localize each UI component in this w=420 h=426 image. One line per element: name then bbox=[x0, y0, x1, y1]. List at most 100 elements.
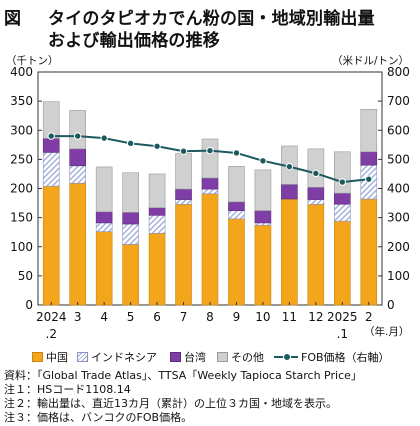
bar-taiwan bbox=[148, 207, 166, 216]
bar-others bbox=[201, 138, 219, 179]
bar-taiwan bbox=[281, 184, 298, 200]
bar-others bbox=[175, 153, 192, 190]
bar-china bbox=[334, 220, 351, 306]
bar-taiwan bbox=[69, 148, 86, 167]
bar-taiwan bbox=[360, 151, 378, 166]
fob-price-line bbox=[47, 132, 373, 186]
x-axis-tick-label: 2024 bbox=[36, 310, 67, 324]
x-axis-tick-label: 3 bbox=[74, 310, 82, 324]
bar-taiwan bbox=[122, 212, 139, 225]
right-axis: 0 100 200 300 400 500 600 700 800 bbox=[378, 65, 410, 312]
fob-point bbox=[47, 132, 55, 140]
legend-label-indonesia: インドネシア bbox=[91, 351, 157, 364]
fob-point bbox=[365, 175, 373, 183]
fob-point bbox=[126, 139, 135, 148]
right-axis-tick-label: 800 bbox=[387, 65, 410, 79]
right-axis-tick-label: 700 bbox=[387, 94, 410, 108]
bar-taiwan bbox=[254, 210, 272, 224]
right-axis-tick-label: 0 bbox=[387, 298, 395, 312]
legend-swatch-china bbox=[32, 352, 43, 362]
legend-item-fob: FOB価格（右軸） bbox=[274, 349, 390, 365]
fob-point bbox=[285, 162, 294, 171]
legend-swatch-fob bbox=[274, 352, 298, 362]
fob-point bbox=[232, 149, 241, 157]
bar-indonesia bbox=[42, 152, 60, 187]
bar-china bbox=[254, 224, 272, 306]
legend-swatch-indonesia bbox=[77, 352, 88, 362]
bar-taiwan bbox=[307, 187, 325, 200]
x-axis-tick-label: 2 bbox=[365, 310, 373, 324]
x-axis-tick-label: 11 bbox=[282, 310, 297, 324]
title-line-1: タイのタピオカでん粉の国・地域別輸出量 bbox=[48, 9, 375, 29]
left-axis-tick-label: 250 bbox=[10, 152, 33, 166]
legend-swatch-taiwan bbox=[170, 352, 181, 362]
left-axis-tick-label: 200 bbox=[10, 182, 33, 196]
right-axis-tick-label: 600 bbox=[387, 123, 410, 137]
bar-china bbox=[228, 218, 245, 306]
legend-label-china: 中国 bbox=[46, 351, 68, 364]
bar-others bbox=[334, 151, 351, 194]
left-axis-tick-label: 300 bbox=[10, 123, 33, 137]
legend-item-china: 中国 bbox=[32, 349, 68, 365]
bar-indonesia bbox=[122, 223, 139, 245]
legend-label-taiwan: 台湾 bbox=[184, 351, 206, 364]
bar-taiwan bbox=[95, 211, 113, 224]
x-axis-unit: （年.月） bbox=[364, 325, 409, 338]
bar-china bbox=[307, 203, 325, 306]
bar-indonesia bbox=[69, 165, 86, 184]
left-axis-unit: （千トン） bbox=[6, 55, 59, 67]
fob-point bbox=[338, 178, 347, 186]
bar-others bbox=[307, 148, 325, 188]
bar-indonesia bbox=[228, 210, 245, 220]
bar-china bbox=[42, 185, 60, 306]
left-axis: 0 50 100 150 200 250 300 350 400 bbox=[10, 65, 42, 312]
x-axis-tick-label: 5 bbox=[127, 310, 135, 324]
right-axis-tick-label: 500 bbox=[387, 152, 410, 166]
stacked-bars bbox=[42, 101, 378, 306]
left-axis-tick-label: 350 bbox=[10, 94, 33, 108]
bar-others bbox=[69, 110, 86, 150]
bar-china bbox=[175, 203, 192, 306]
x-axis-tick-label: 12 bbox=[308, 310, 323, 324]
right-axis-tick-label: 100 bbox=[387, 269, 410, 283]
bar-indonesia bbox=[175, 199, 192, 205]
bar-indonesia bbox=[307, 199, 325, 205]
legend-item-taiwan: 台湾 bbox=[170, 349, 206, 365]
x-axis-tick-sublabel: .2 bbox=[46, 327, 57, 341]
bar-others bbox=[228, 166, 245, 203]
fob-point bbox=[153, 142, 161, 150]
bar-others bbox=[254, 169, 272, 211]
x-axis-tick-label: 2025 bbox=[327, 310, 358, 324]
x-axis-tick-label: 8 bbox=[206, 310, 214, 324]
x-axis-tick-label: 4 bbox=[100, 310, 108, 324]
x-axis-tick-label: 10 bbox=[255, 310, 270, 324]
bar-taiwan bbox=[42, 138, 60, 153]
x-axis-tick-sublabel: .1 bbox=[337, 327, 348, 341]
x-axis-tick-label: 6 bbox=[153, 310, 161, 324]
x-axis-tick-label: 9 bbox=[233, 310, 241, 324]
fob-point bbox=[259, 157, 267, 165]
fob-point bbox=[312, 169, 320, 178]
right-axis-tick-label: 200 bbox=[387, 240, 410, 254]
bar-indonesia bbox=[334, 203, 351, 222]
bar-indonesia bbox=[201, 188, 219, 195]
left-axis-tick-label: 400 bbox=[10, 65, 33, 79]
source-note: 資料：「Global Trade Atlas」、TTSA「Weekly Tapi… bbox=[4, 369, 362, 382]
legend-label-fob: FOB価格（右軸） bbox=[301, 351, 390, 364]
left-axis-tick-label: 150 bbox=[10, 211, 33, 225]
title-line-2: および輸出価格の推移 bbox=[48, 31, 220, 51]
legend-swatch-others bbox=[217, 352, 228, 362]
legend-item-others: その他 bbox=[217, 349, 264, 365]
bar-china bbox=[122, 244, 139, 306]
legend-item-indonesia: インドネシア bbox=[77, 349, 157, 365]
bar-china bbox=[148, 233, 166, 306]
legend-label-others: その他 bbox=[231, 351, 264, 364]
bar-china bbox=[201, 193, 219, 306]
right-axis-unit: （米ドル/トン） bbox=[332, 54, 409, 67]
bar-indonesia bbox=[95, 222, 113, 232]
note-1: 注１：HSコード1108.14 bbox=[4, 383, 131, 396]
fob-point bbox=[206, 146, 214, 155]
right-axis-tick-label: 300 bbox=[387, 211, 410, 225]
bar-indonesia bbox=[254, 222, 272, 226]
